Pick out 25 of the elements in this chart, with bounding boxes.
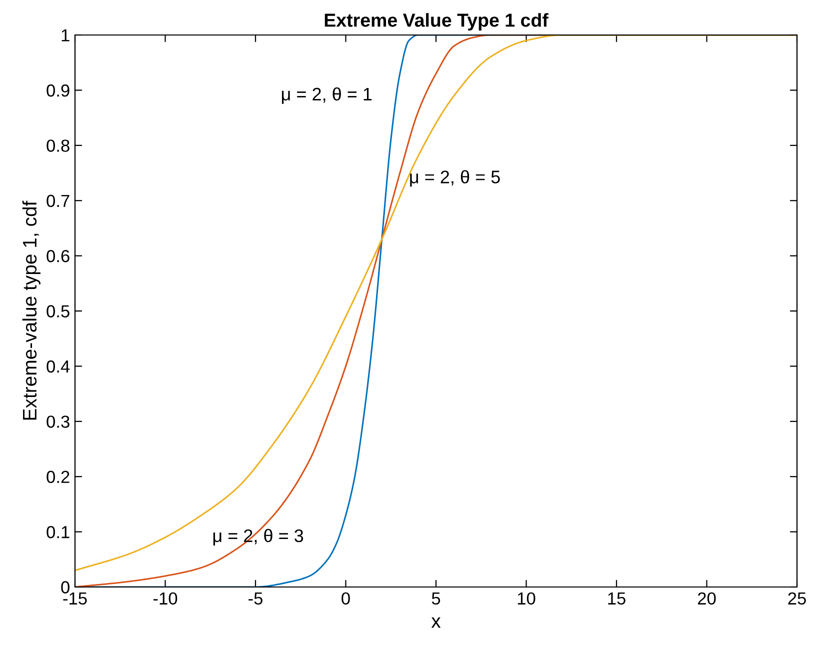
x-tick-label: 0 [342, 592, 350, 605]
y-tick-label: 1 [62, 29, 70, 42]
y-tick-label: 0 [61, 581, 70, 594]
y-tick-label: 0.6 [46, 250, 70, 262]
annotation: μ = 2, θ = 5 [410, 170, 500, 187]
y-tick-label: 0.9 [46, 84, 70, 97]
y-tick-label: 0.5 [46, 305, 70, 318]
annotation: μ = 2, θ = 1 [282, 87, 372, 104]
x-tick-label: -10 [153, 592, 178, 605]
x-tick-label: 5 [432, 592, 440, 605]
x-tick-label: -15 [63, 592, 87, 605]
x-axis-title: x [431, 617, 441, 628]
x-tick-label: 15 [608, 592, 626, 605]
y-tick-label: 0.7 [46, 194, 70, 208]
chart-title: Extreme Value Type 1 cdf [324, 13, 548, 31]
y-tick-label: 0.2 [46, 470, 70, 484]
x-tick-label: -5 [248, 592, 262, 605]
x-tick-label: 10 [518, 592, 536, 605]
x-tick-label: 20 [698, 592, 716, 605]
y-axis-title: Extreme-value type 1, cdf [22, 200, 40, 420]
y-tick-label: 0.1 [46, 526, 70, 538]
y-tick-label: 0.4 [46, 360, 70, 373]
y-tick-label: 0.3 [46, 416, 70, 428]
x-tick-label: 25 [788, 592, 806, 605]
y-tick-label: 0.8 [46, 140, 70, 152]
